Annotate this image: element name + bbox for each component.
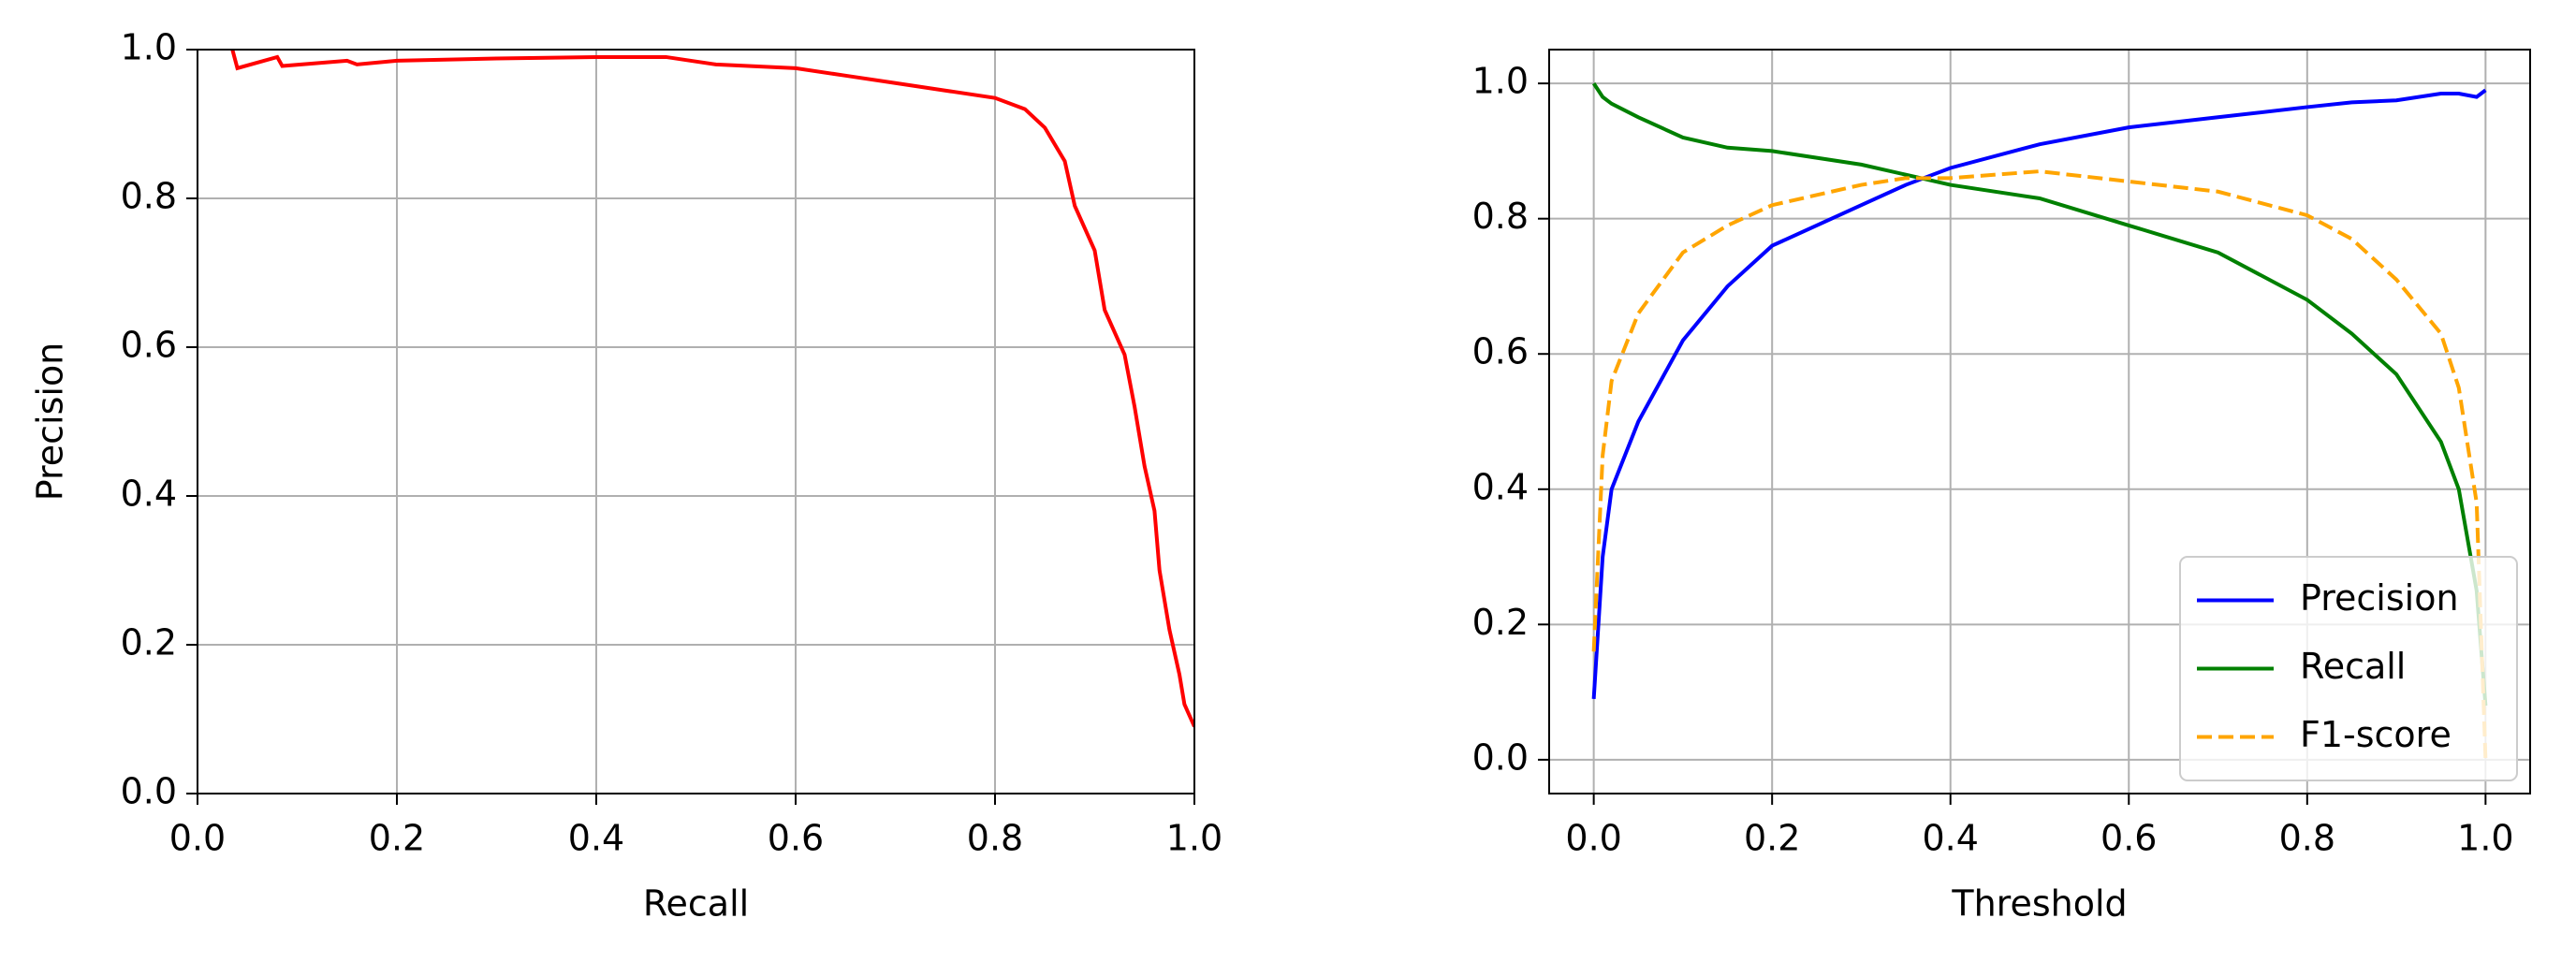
x-tick-label: 0.4 xyxy=(1923,818,1979,859)
legend-label: F1-score xyxy=(2300,714,2452,755)
x-axis-label: Recall xyxy=(643,883,749,925)
x-tick-label: 0.6 xyxy=(2100,818,2157,859)
legend-label: Precision xyxy=(2300,577,2459,619)
y-tick-label: 0.4 xyxy=(121,474,177,515)
axes-frame xyxy=(197,49,1195,794)
x-tick-label: 0.2 xyxy=(1744,818,1800,859)
y-tick-label: 0.0 xyxy=(1472,736,1529,778)
y-tick-label: 1.0 xyxy=(1472,61,1529,102)
x-tick-label: 0.6 xyxy=(768,818,824,859)
x-tick-label: 0.2 xyxy=(369,818,425,859)
y-tick-label: 0.2 xyxy=(1472,602,1529,643)
series-line xyxy=(1591,82,2488,707)
axes: 0.0 0.2 0.4 0.6 0.8 1.0 0.0 0.2 0.4 0.6 0.8 1.0 Reca… xyxy=(30,27,1223,925)
x-tick-label: 0.0 xyxy=(1565,818,1621,859)
y-tick-label: 0.6 xyxy=(1472,331,1529,372)
x-tick-label: 1.0 xyxy=(2457,818,2513,859)
axes-frame xyxy=(1548,49,2531,794)
y-tick-label: 0.6 xyxy=(121,325,177,366)
legend: Precision Recall F1-score xyxy=(2179,556,2518,781)
series-line xyxy=(230,50,1194,728)
axes: 0.0 0.2 0.4 0.6 0.8 1.0 0.0 0.2 0.4 0.6 0.8 1.0 Thre… xyxy=(1472,49,2531,925)
y-tick-label: 0.8 xyxy=(121,176,177,217)
legend-label: Recall xyxy=(2300,646,2406,687)
x-tick-label: 1.0 xyxy=(1166,818,1222,859)
y-axis-label: Precision xyxy=(30,343,71,502)
legend-frame xyxy=(2179,556,2518,781)
y-tick-label: 0.8 xyxy=(1472,196,1529,237)
series-line xyxy=(1591,169,2488,760)
x-tick-label: 0.0 xyxy=(169,818,226,859)
y-tick-label: 0.4 xyxy=(1472,466,1529,507)
x-tick-label: 0.8 xyxy=(2279,818,2335,859)
y-tick-label: 0.2 xyxy=(121,622,177,663)
series-line xyxy=(1591,88,2487,699)
x-tick-label: 0.8 xyxy=(967,818,1023,859)
y-tick-label: 1.0 xyxy=(121,27,177,68)
x-tick-label: 0.4 xyxy=(568,818,624,859)
y-tick-label: 0.0 xyxy=(121,771,177,812)
x-axis-label: Threshold xyxy=(1951,883,2127,925)
